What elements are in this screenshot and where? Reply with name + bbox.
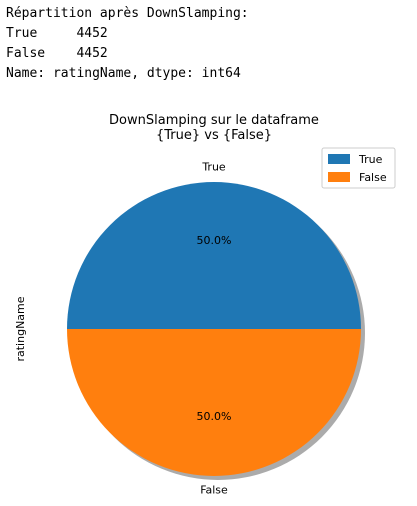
legend-label-false: False bbox=[359, 171, 387, 184]
legend-swatch-true bbox=[328, 154, 350, 164]
chart-title-line-1: DownSlamping sur le dataframe bbox=[109, 113, 319, 128]
pie-percent-label-true: 50.0% bbox=[197, 234, 232, 247]
pie-category-label-true: True bbox=[201, 160, 226, 173]
console-line-true-count: True 4452 bbox=[6, 26, 108, 41]
console-output: Répartition après DownSlamping: True 445… bbox=[6, 4, 249, 84]
pie-group: 50.0% 50.0% True False bbox=[67, 160, 365, 497]
pie-slice-true bbox=[67, 182, 361, 329]
console-line-heading: Répartition après DownSlamping: bbox=[6, 6, 249, 21]
chart-title-line-2: {True} vs {False} bbox=[156, 128, 272, 143]
console-line-false-count: False 4452 bbox=[6, 46, 108, 61]
legend: True False bbox=[321, 147, 396, 189]
legend-label-true: True bbox=[358, 153, 383, 166]
legend-swatch-false bbox=[328, 172, 350, 182]
pie-category-label-false: False bbox=[200, 484, 228, 497]
console-line-series-info: Name: ratingName, dtype: int64 bbox=[6, 66, 241, 81]
pie-chart: DownSlamping sur le dataframe {True} vs … bbox=[14, 113, 396, 497]
y-axis-label: ratingName bbox=[14, 296, 27, 361]
pie-slice-false bbox=[67, 329, 361, 476]
pie-percent-label-false: 50.0% bbox=[197, 410, 232, 423]
